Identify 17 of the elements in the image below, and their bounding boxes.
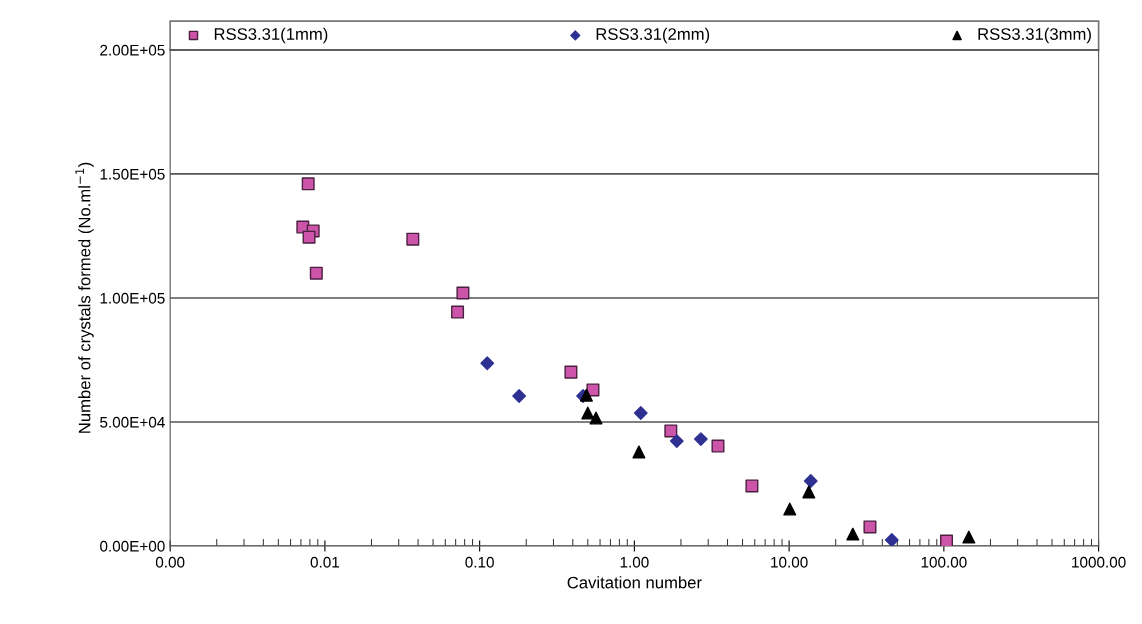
- x-tick-label: 10.00: [771, 556, 808, 568]
- y-axis-title: Number of crystals formed (No.ml$^{−1}$): [75, 162, 94, 433]
- y-tick-label: 2.00E+05: [100, 44, 165, 56]
- legend-label: RSS3.31(3mm): [978, 27, 1091, 44]
- legend-label: RSS3.31(2mm): [596, 27, 710, 44]
- x-tick-label: 1.00: [620, 556, 649, 568]
- x-tick-label: 0.00: [155, 556, 185, 568]
- x-tick-label: 0.10: [465, 556, 494, 568]
- y-tick-label: 0.00E+00: [100, 540, 165, 552]
- x-tick-label: 1000.00: [1072, 556, 1126, 568]
- y-tick-label: 1.50E+05: [100, 168, 165, 180]
- x-tick-label: 100.00: [921, 556, 967, 568]
- y-tick-label: 1.00E+05: [100, 292, 165, 304]
- y-tick-label: 5.00E+04: [100, 416, 165, 428]
- legend-label: RSS3.31(1mm): [214, 27, 328, 44]
- x-axis-title: Cavitation number: [567, 576, 702, 589]
- x-tick-label: 0.01: [310, 556, 340, 568]
